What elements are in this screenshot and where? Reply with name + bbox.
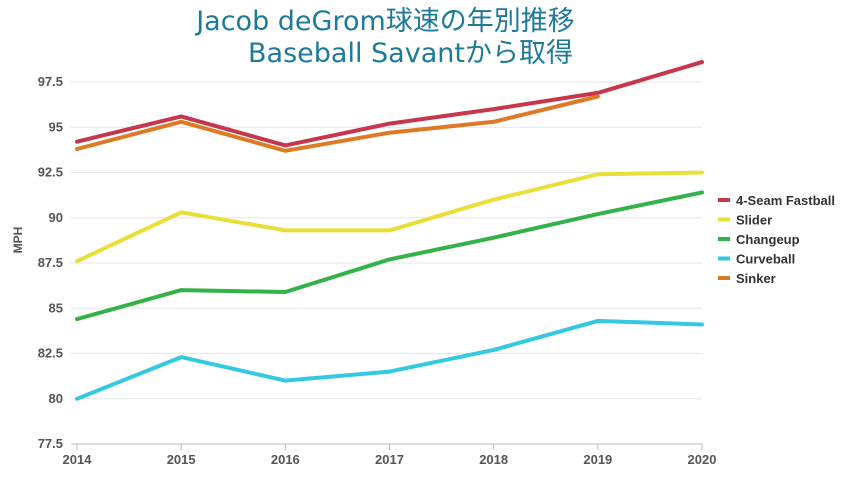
y-tick-labels: 77.5 80 82.5 85 87.5 90 92.5 95 97.5 <box>38 74 63 451</box>
x-tick-label: 2018 <box>479 452 508 467</box>
series-line-curveball <box>75 318 704 401</box>
x-tick-label: 2016 <box>271 452 300 467</box>
x-tick-label: 2017 <box>375 452 404 467</box>
chart-title: Jacob deGrom球速の年別推移 <box>196 6 575 37</box>
x-tick-label: 2020 <box>688 452 717 467</box>
legend-swatch-4-seam-fastball <box>718 198 730 202</box>
legend-label-curveball: Curveball <box>736 252 795 267</box>
legend-label-changeup: Changeup <box>736 232 800 247</box>
series-line-sinker <box>75 94 600 153</box>
chart-subtitle: Baseball Savantから取得 <box>248 38 573 69</box>
legend-label-slider: Slider <box>736 213 772 228</box>
legend-label-4-seam-fastball: 4-Seam Fastball <box>736 193 835 208</box>
y-tick-label: 90 <box>49 210 63 225</box>
y-tick-label: 87.5 <box>38 255 63 270</box>
series-line-4-seam-fastball <box>75 60 704 148</box>
legend-swatch-changeup <box>718 237 730 241</box>
legend-label-sinker: Sinker <box>736 271 776 286</box>
grid-lines <box>71 81 702 445</box>
y-tick-label: 85 <box>49 300 63 315</box>
series-line-changeup <box>75 190 704 322</box>
x-tick-labels: 2014 2015 2016 2017 2018 2019 2020 <box>63 444 717 467</box>
y-tick-label: 77.5 <box>38 436 63 451</box>
series-line-slider <box>75 170 704 264</box>
y-tick-label: 80 <box>49 391 63 406</box>
y-tick-label: 95 <box>49 119 63 134</box>
x-tick-label: 2015 <box>167 452 196 467</box>
x-tick-label: 2014 <box>63 452 93 467</box>
series-lines <box>75 60 704 401</box>
y-tick-label: 97.5 <box>38 74 63 89</box>
legend: 4-Seam Fastball Slider Changeup Curveball Si… <box>718 193 835 286</box>
y-axis-label: MPH <box>11 227 25 254</box>
legend-swatch-sinker <box>718 276 730 280</box>
legend-swatch-curveball <box>718 256 730 261</box>
y-tick-label: 82.5 <box>38 346 63 361</box>
legend-swatch-slider <box>718 217 730 222</box>
y-tick-label: 92.5 <box>38 165 63 180</box>
x-tick-label: 2019 <box>583 452 612 467</box>
